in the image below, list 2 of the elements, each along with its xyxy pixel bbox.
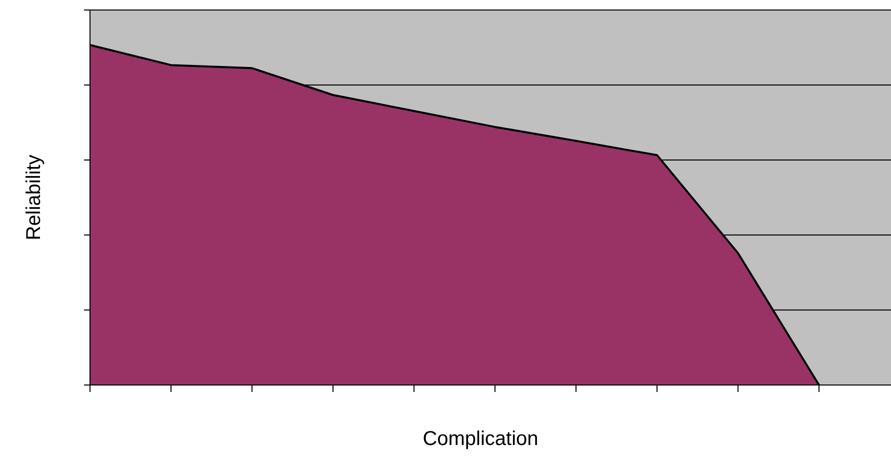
x-axis-title: Complication <box>422 428 538 450</box>
y-axis-title: Reliability <box>23 154 45 240</box>
